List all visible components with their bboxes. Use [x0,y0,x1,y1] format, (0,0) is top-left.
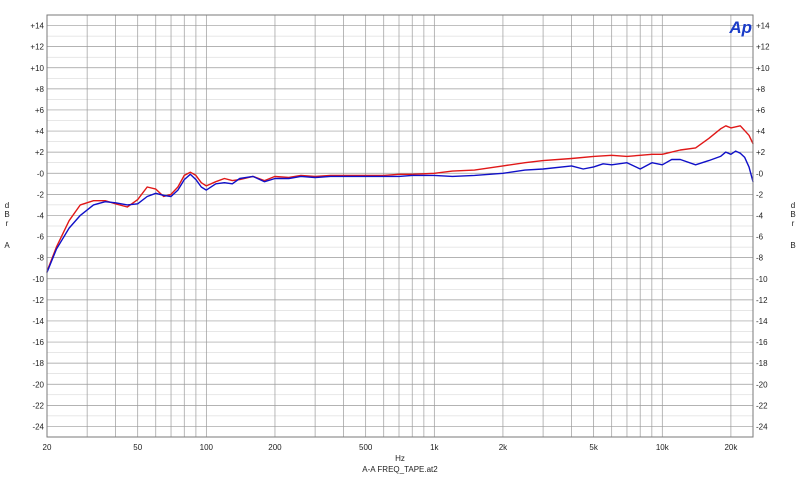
y-tick-label-left: -4 [37,211,45,220]
y-tick-label-right: +14 [756,22,770,31]
y-tick-label-right: -0 [756,169,764,178]
x-axis-label: Hz [395,454,405,463]
x-tick-label: 1k [430,443,439,452]
y-tick-label-right: -10 [756,275,768,284]
x-tick-label: 500 [359,443,373,452]
y-tick-label-right: -20 [756,380,768,389]
x-tick-label: 200 [268,443,282,452]
y-tick-label-left: -22 [32,401,44,410]
y-tick-label-right: -22 [756,401,768,410]
y-tick-label-right: -4 [756,211,764,220]
y-tick-label-left: -24 [32,422,44,431]
y-axis-label-left-char: A [4,241,10,250]
y-axis-label-left: dBr A [4,201,10,250]
y-tick-label-left: -18 [32,359,44,368]
y-axis-label-right-char: d [791,201,795,210]
x-tick-label: 5k [589,443,598,452]
y-axis-label-right-char: r [792,219,795,228]
y-axis-label-left-char: d [5,201,9,210]
y-tick-label-left: +14 [30,22,44,31]
series-line-blue [46,150,754,274]
x-tick-labels: 20 50 100 200 500 1k 2k 5k 10k 20k [43,443,739,452]
x-tick-label: 20k [724,443,738,452]
y-tick-label-right: +10 [756,64,770,73]
x-tick-label: 2k [499,443,508,452]
x-tick-label: 10k [656,443,670,452]
y-tick-label-left: -10 [32,275,44,284]
y-tick-label-left: -20 [32,380,44,389]
y-tick-labels-right: +14 +12 +10 +8 +6 +4 +2 -0 -2 -4 -6 -8 -10 -12 -14 -16 -… [756,22,770,432]
ap-logo: Ap [728,18,752,37]
y-tick-label-left: -16 [32,338,44,347]
y-tick-label-left: -12 [32,296,44,305]
y-tick-label-right: +12 [756,43,770,52]
y-axis-label-left-char: r [6,219,9,228]
y-tick-label-left: +6 [35,106,45,115]
y-tick-label-right: -6 [756,233,764,242]
y-axis-label-left-char: B [4,210,9,219]
x-tick-label: 20 [43,443,52,452]
y-tick-label-right: -18 [756,359,768,368]
y-tick-label-left: -0 [37,169,45,178]
y-tick-label-right: +6 [756,106,766,115]
y-tick-label-left: -2 [37,190,45,199]
plot-frame [46,14,754,438]
y-tick-label-left: +10 [30,64,44,73]
x-tick-label: 100 [200,443,214,452]
y-tick-label-right: -24 [756,422,768,431]
y-tick-label-right: +4 [756,127,766,136]
series-lines [46,125,754,274]
y-tick-label-right: -16 [756,338,768,347]
y-tick-label-left: -8 [37,254,45,263]
y-tick-label-right: -14 [756,317,768,326]
y-tick-label-left: +12 [30,43,44,52]
y-tick-label-left: +2 [35,148,45,157]
y-tick-label-right: -12 [756,296,768,305]
y-tick-labels-left: +14 +12 +10 +8 +6 +4 +2 -0 -2 -4 -6 -8 -10 -12 -14 -16 -… [30,22,44,432]
grid-lines [46,14,753,438]
y-tick-label-left: +8 [35,85,45,94]
chart-caption: A-A FREQ_TAPE.at2 [362,465,438,474]
y-tick-label-left: -6 [37,233,45,242]
y-axis-label-right-char: B [790,241,795,250]
y-tick-label-right: +8 [756,85,766,94]
y-tick-label-left: +4 [35,127,45,136]
y-tick-label-left: -14 [32,317,44,326]
y-tick-label-right: -2 [756,190,764,199]
x-tick-label: 50 [133,443,142,452]
y-tick-label-right: +2 [756,148,766,157]
y-tick-label-right: -8 [756,254,764,263]
y-axis-label-right-char: B [790,210,795,219]
series-line-red [46,125,754,273]
